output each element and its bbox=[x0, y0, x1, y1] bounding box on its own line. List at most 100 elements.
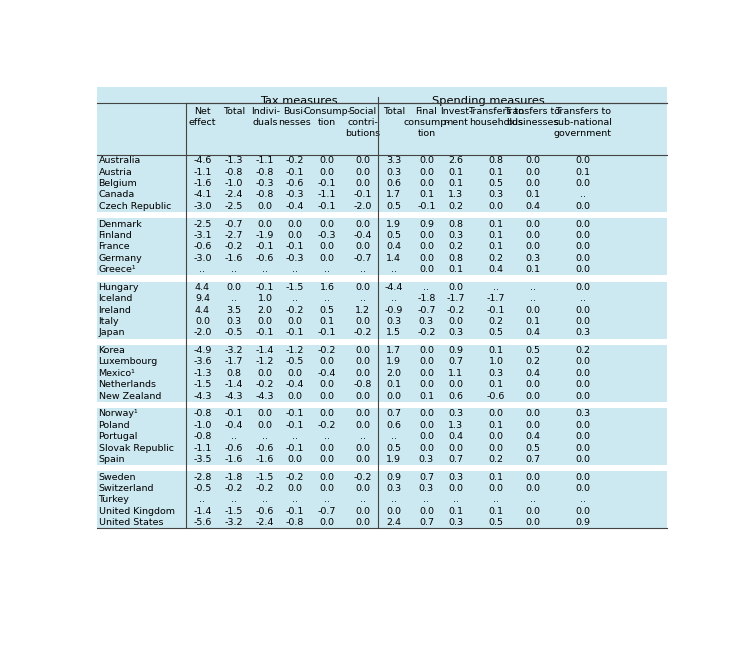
Text: 0.0: 0.0 bbox=[355, 369, 370, 378]
Text: -0.2: -0.2 bbox=[318, 346, 336, 355]
Text: -1.5: -1.5 bbox=[225, 507, 244, 516]
Text: -1.8: -1.8 bbox=[225, 473, 244, 482]
Text: 1.7: 1.7 bbox=[387, 190, 402, 200]
Text: 0.0: 0.0 bbox=[387, 507, 402, 516]
Text: -0.5: -0.5 bbox=[225, 328, 244, 337]
Text: 2.6: 2.6 bbox=[448, 156, 463, 165]
Text: 0.2: 0.2 bbox=[575, 346, 591, 355]
Text: -4.3: -4.3 bbox=[193, 392, 212, 400]
Text: -0.2: -0.2 bbox=[285, 473, 304, 482]
Text: 0.3: 0.3 bbox=[226, 317, 241, 326]
Text: -4.6: -4.6 bbox=[193, 156, 212, 165]
Text: -1.1: -1.1 bbox=[318, 190, 336, 200]
Text: -0.1: -0.1 bbox=[318, 202, 336, 211]
Text: Switzerland: Switzerland bbox=[98, 484, 154, 493]
Text: -0.2: -0.2 bbox=[354, 328, 372, 337]
Text: 0.0: 0.0 bbox=[575, 242, 591, 251]
Text: -3.0: -3.0 bbox=[193, 254, 212, 263]
Text: 0.0: 0.0 bbox=[355, 219, 370, 229]
Text: 0.0: 0.0 bbox=[575, 507, 591, 516]
Text: ..: .. bbox=[423, 495, 429, 505]
Text: Finland: Finland bbox=[98, 231, 133, 240]
Text: 0.8: 0.8 bbox=[448, 219, 463, 229]
Text: -0.1: -0.1 bbox=[256, 328, 274, 337]
Text: -0.8: -0.8 bbox=[256, 168, 274, 176]
Text: ..: .. bbox=[291, 294, 297, 303]
Text: ..: .. bbox=[360, 265, 366, 274]
Text: 0.0: 0.0 bbox=[355, 444, 370, 453]
Text: 0.1: 0.1 bbox=[419, 392, 434, 400]
Text: 0.0: 0.0 bbox=[489, 432, 504, 441]
Text: 0.0: 0.0 bbox=[320, 381, 335, 389]
Bar bbox=[97, 282, 668, 339]
Text: 0.4: 0.4 bbox=[525, 432, 540, 441]
Text: 0.0: 0.0 bbox=[419, 156, 434, 165]
Text: -0.7: -0.7 bbox=[318, 507, 336, 516]
Text: -0.7: -0.7 bbox=[417, 306, 436, 315]
Text: -0.4: -0.4 bbox=[318, 369, 336, 378]
Text: -1.4: -1.4 bbox=[256, 346, 274, 355]
Text: Korea: Korea bbox=[98, 346, 125, 355]
Text: -0.1: -0.1 bbox=[285, 421, 304, 430]
Text: -0.2: -0.2 bbox=[285, 156, 304, 165]
Text: 0.0: 0.0 bbox=[419, 179, 434, 188]
Text: -2.5: -2.5 bbox=[225, 202, 244, 211]
Text: -1.7: -1.7 bbox=[225, 357, 244, 367]
Text: 0.2: 0.2 bbox=[489, 317, 504, 326]
Text: 0.0: 0.0 bbox=[419, 444, 434, 453]
Text: -0.4: -0.4 bbox=[225, 421, 244, 430]
Text: -1.6: -1.6 bbox=[225, 254, 244, 263]
Text: 0.9: 0.9 bbox=[575, 518, 591, 527]
Text: 0.1: 0.1 bbox=[448, 507, 463, 516]
Text: 0.0: 0.0 bbox=[287, 484, 302, 493]
Text: 0.0: 0.0 bbox=[320, 455, 335, 464]
Text: 0.0: 0.0 bbox=[287, 369, 302, 378]
Text: 0.0: 0.0 bbox=[287, 231, 302, 240]
Text: 1.0: 1.0 bbox=[258, 294, 273, 303]
Text: 0.7: 0.7 bbox=[448, 357, 463, 367]
Text: -3.2: -3.2 bbox=[225, 346, 244, 355]
Text: 0.4: 0.4 bbox=[448, 432, 463, 441]
Text: 0.0: 0.0 bbox=[419, 231, 434, 240]
Text: 2.0: 2.0 bbox=[387, 369, 402, 378]
Text: ..: .. bbox=[453, 495, 459, 505]
Text: 0.1: 0.1 bbox=[320, 317, 335, 326]
Text: 0.0: 0.0 bbox=[525, 156, 540, 165]
Text: 0.6: 0.6 bbox=[387, 179, 402, 188]
Text: ..: .. bbox=[360, 432, 366, 441]
Text: 0.1: 0.1 bbox=[525, 265, 540, 274]
Text: 0.9: 0.9 bbox=[419, 219, 434, 229]
Text: ..: .. bbox=[360, 495, 366, 505]
Text: 0.0: 0.0 bbox=[575, 432, 591, 441]
Text: 0.1: 0.1 bbox=[419, 190, 434, 200]
Text: 0.0: 0.0 bbox=[575, 484, 591, 493]
Text: Iceland: Iceland bbox=[98, 294, 133, 303]
Text: -0.8: -0.8 bbox=[285, 518, 304, 527]
Text: 0.1: 0.1 bbox=[489, 473, 504, 482]
Text: 0.0: 0.0 bbox=[355, 392, 370, 400]
Text: -0.1: -0.1 bbox=[256, 242, 274, 251]
Text: ..: .. bbox=[200, 495, 206, 505]
Text: 0.0: 0.0 bbox=[355, 346, 370, 355]
Text: 0.0: 0.0 bbox=[355, 156, 370, 165]
Text: ..: .. bbox=[291, 432, 297, 441]
Text: 0.5: 0.5 bbox=[387, 231, 402, 240]
Text: -1.7: -1.7 bbox=[487, 294, 505, 303]
Text: 0.0: 0.0 bbox=[419, 432, 434, 441]
Text: 0.0: 0.0 bbox=[419, 421, 434, 430]
Text: 0.4: 0.4 bbox=[489, 265, 504, 274]
Text: 0.0: 0.0 bbox=[448, 484, 463, 493]
Text: 0.0: 0.0 bbox=[525, 507, 540, 516]
Text: 0.0: 0.0 bbox=[525, 392, 540, 400]
Text: 0.5: 0.5 bbox=[387, 202, 402, 211]
Text: 1.9: 1.9 bbox=[387, 455, 402, 464]
Text: 1.1: 1.1 bbox=[448, 369, 463, 378]
Text: -1.3: -1.3 bbox=[225, 156, 244, 165]
Text: 0.0: 0.0 bbox=[575, 473, 591, 482]
Text: -1.5: -1.5 bbox=[256, 473, 274, 482]
Text: ..: .. bbox=[231, 495, 237, 505]
Text: Mexico¹: Mexico¹ bbox=[98, 369, 136, 378]
Text: 0.0: 0.0 bbox=[320, 254, 335, 263]
Text: Luxembourg: Luxembourg bbox=[98, 357, 158, 367]
Text: 0.3: 0.3 bbox=[386, 484, 402, 493]
